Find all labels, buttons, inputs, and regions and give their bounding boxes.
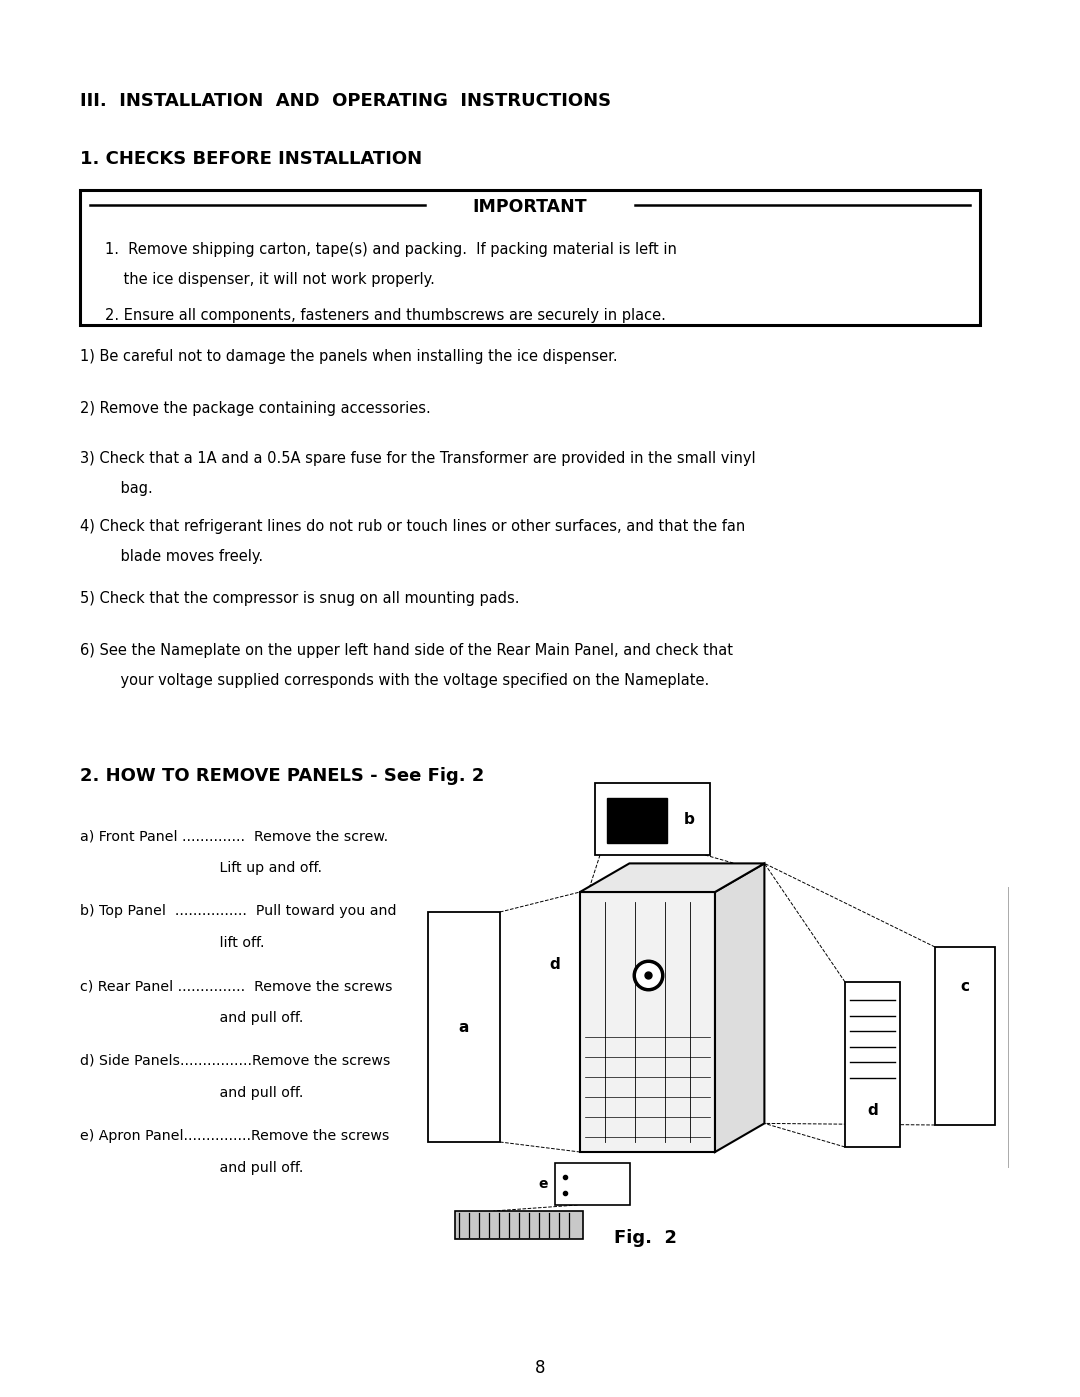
FancyBboxPatch shape [428,912,500,1141]
Text: your voltage supplied corresponds with the voltage specified on the Nameplate.: your voltage supplied corresponds with t… [102,673,710,687]
Text: d: d [867,1104,878,1118]
Polygon shape [580,863,765,893]
Text: and pull off.: and pull off. [80,1161,303,1175]
Text: a: a [459,1020,469,1035]
Text: IMPORTANT: IMPORTANT [473,198,588,217]
Text: b: b [684,812,694,827]
Text: c) Rear Panel ...............  Remove the screws: c) Rear Panel ............... Remove the… [80,979,392,993]
Text: 6) See the Nameplate on the upper left hand side of the Rear Main Panel, and che: 6) See the Nameplate on the upper left h… [80,643,733,658]
FancyBboxPatch shape [607,798,667,842]
Text: 3) Check that a 1A and a 0.5A spare fuse for the Transformer are provided in the: 3) Check that a 1A and a 0.5A spare fuse… [80,451,756,467]
Text: 1. CHECKS BEFORE INSTALLATION: 1. CHECKS BEFORE INSTALLATION [80,149,422,168]
Text: 4) Check that refrigerant lines do not rub or touch lines or other surfaces, and: 4) Check that refrigerant lines do not r… [80,520,745,534]
FancyBboxPatch shape [455,1211,583,1239]
Text: e: e [538,1178,548,1192]
Text: d: d [550,957,561,972]
Text: bag.: bag. [102,481,152,496]
Text: e) Apron Panel...............Remove the screws: e) Apron Panel...............Remove the … [80,1129,389,1143]
Text: 1) Be careful not to damage the panels when installing the ice dispenser.: 1) Be careful not to damage the panels w… [80,349,618,365]
Text: 1.  Remove shipping carton, tape(s) and packing.  If packing material is left in: 1. Remove shipping carton, tape(s) and p… [105,242,677,257]
Text: d) Side Panels................Remove the screws: d) Side Panels................Remove the… [80,1053,390,1067]
Polygon shape [580,893,715,1153]
Text: blade moves freely.: blade moves freely. [102,549,264,564]
Text: 2. Ensure all components, fasteners and thumbscrews are securely in place.: 2. Ensure all components, fasteners and … [105,307,666,323]
Text: 8: 8 [535,1359,545,1377]
Text: c: c [960,979,970,993]
FancyBboxPatch shape [595,782,710,855]
FancyBboxPatch shape [845,982,900,1147]
FancyBboxPatch shape [80,190,980,326]
Text: and pull off.: and pull off. [80,1085,303,1099]
FancyBboxPatch shape [935,947,995,1125]
Text: III.  INSTALLATION  AND  OPERATING  INSTRUCTIONS: III. INSTALLATION AND OPERATING INSTRUCT… [80,92,611,110]
FancyBboxPatch shape [555,1162,630,1206]
Text: 5) Check that the compressor is snug on all mounting pads.: 5) Check that the compressor is snug on … [80,591,519,606]
Text: and pull off.: and pull off. [80,1011,303,1025]
Text: Fig.  2: Fig. 2 [613,1229,676,1248]
Text: a) Front Panel ..............  Remove the screw.: a) Front Panel .............. Remove the… [80,828,388,842]
Polygon shape [715,863,765,1153]
Text: b) Top Panel  ................  Pull toward you and: b) Top Panel ................ Pull towar… [80,904,396,918]
Text: Lift up and off.: Lift up and off. [80,861,322,875]
Text: 2. HOW TO REMOVE PANELS - See Fig. 2: 2. HOW TO REMOVE PANELS - See Fig. 2 [80,767,484,785]
Text: 2) Remove the package containing accessories.: 2) Remove the package containing accesso… [80,401,431,416]
Text: the ice dispenser, it will not work properly.: the ice dispenser, it will not work prop… [105,272,435,286]
Text: lift off.: lift off. [80,936,265,950]
